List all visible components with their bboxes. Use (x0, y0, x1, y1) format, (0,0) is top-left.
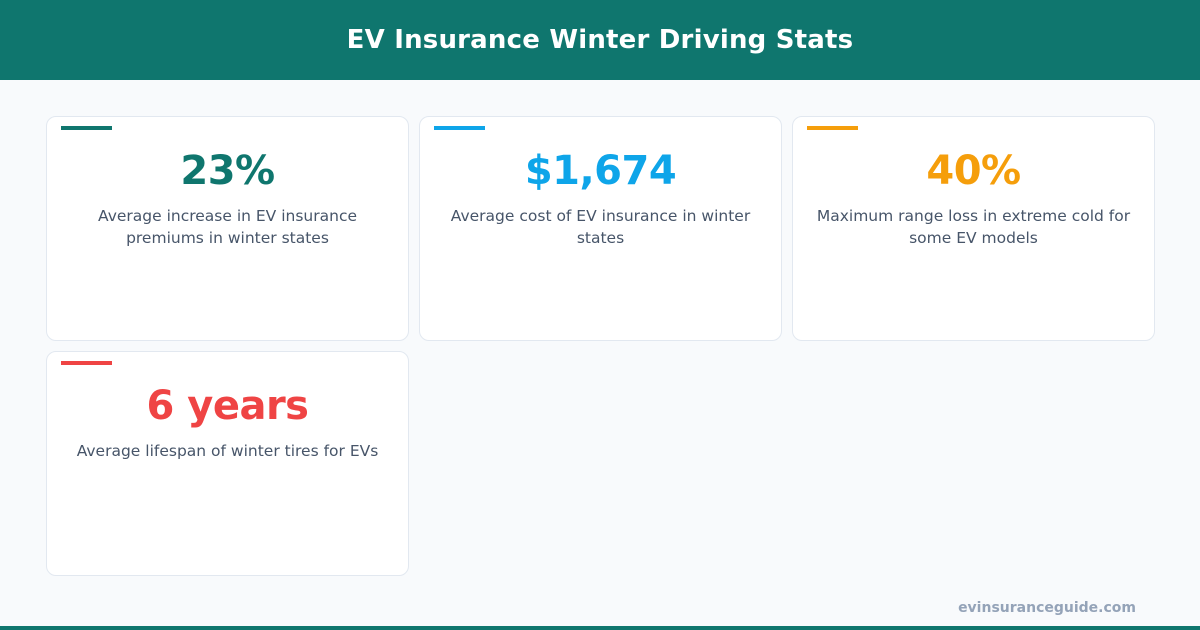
page-title: EV Insurance Winter Driving Stats (346, 25, 854, 55)
stat-value: $1,674 (524, 148, 677, 194)
accent-bar (434, 126, 485, 130)
accent-bar (807, 126, 858, 130)
stat-card-premium-increase: 23% Average increase in EV insurance pre… (46, 116, 409, 341)
stat-value: 6 years (146, 383, 310, 429)
stat-label: Maximum range loss in extreme cold for s… (816, 207, 1131, 247)
stat-card-tire-lifespan: 6 years Average lifespan of winter tires… (46, 351, 409, 576)
stat-label: Average increase in EV insurance premium… (98, 207, 357, 247)
header-banner: EV Insurance Winter Driving Stats (0, 0, 1200, 80)
accent-bar (61, 126, 112, 130)
stat-value: 23% (180, 148, 275, 194)
accent-bar (61, 361, 112, 365)
stat-card-range-loss: 40% Maximum range loss in extreme cold f… (792, 116, 1155, 341)
stat-card-average-cost: $1,674 Average cost of EV insurance in w… (419, 116, 782, 341)
bottom-accent-bar (0, 626, 1200, 630)
stat-value: 40% (926, 148, 1021, 194)
stat-label: Average lifespan of winter tires for EVs (76, 442, 379, 460)
site-url: evinsuranceguide.com (958, 600, 1136, 616)
stat-label: Average cost of EV insurance in winter s… (450, 207, 751, 247)
